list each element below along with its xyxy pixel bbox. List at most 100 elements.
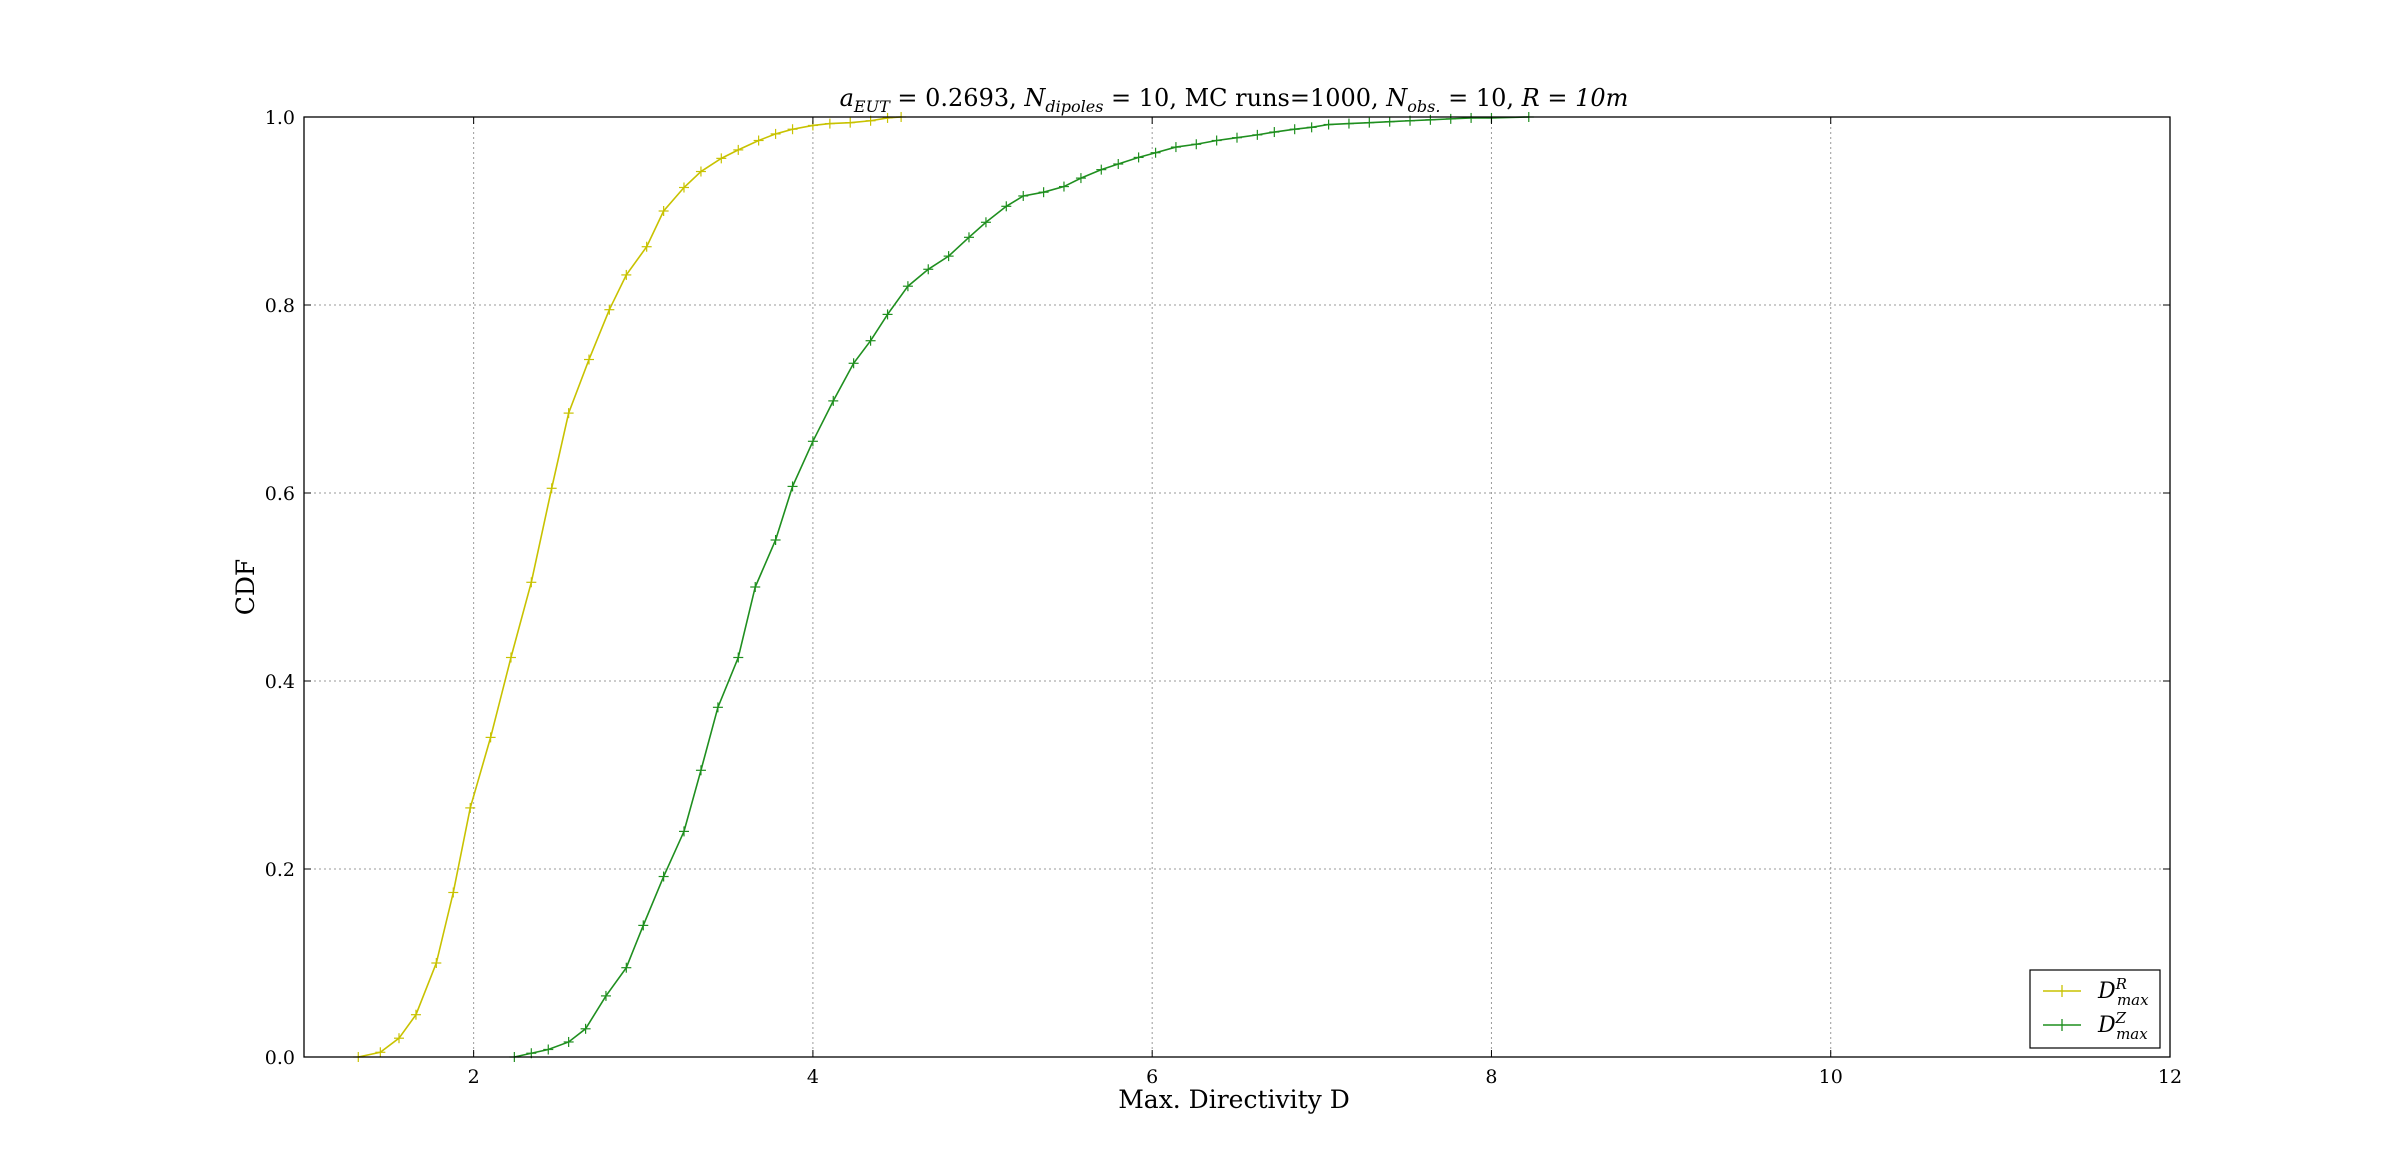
data-point-marker [1232, 132, 1242, 143]
data-point-marker [1018, 190, 1029, 201]
data-point-marker [1466, 112, 1477, 123]
data-point-marker [787, 481, 798, 492]
data-point-marker [1323, 119, 1334, 130]
legend: DR max DZ max [2029, 969, 2161, 1049]
legend-box [2029, 969, 2161, 1049]
data-point-marker [1343, 118, 1354, 129]
y-tick-label: 0.4 [265, 671, 295, 693]
title-nobs-subscript: obs. [1407, 97, 1440, 116]
title-n-subscript: dipoles [1045, 97, 1103, 116]
data-point-marker [865, 335, 876, 346]
data-point-marker [1096, 164, 1107, 175]
data-point-marker [750, 582, 761, 592]
data-point-marker [845, 117, 856, 128]
y-tick-label: 0.8 [265, 295, 295, 317]
title-nobs-symbol: N [1385, 84, 1408, 112]
data-point-marker [733, 144, 744, 155]
data-point-marker [1001, 201, 1012, 212]
data-point-marker [1289, 124, 1300, 135]
data-point-marker [604, 304, 615, 315]
data-point-marker [621, 962, 632, 973]
x-tick-label: 6 [1146, 1066, 1158, 1088]
data-point-marker [1038, 187, 1049, 198]
data-point-marker [658, 871, 669, 882]
data-point-marker [1058, 181, 1069, 192]
data-point-marker [1075, 173, 1086, 184]
x-tick-label: 4 [807, 1066, 819, 1088]
data-point-marker [546, 483, 557, 494]
data-point-marker [485, 732, 496, 743]
data-point-marker [638, 920, 649, 931]
data-point-marker [543, 1044, 554, 1055]
title-n-symbol: N [1023, 84, 1046, 112]
data-point-marker [716, 153, 727, 164]
data-point-marker [410, 1009, 421, 1020]
data-point-marker [902, 281, 913, 292]
data-point-marker [882, 112, 893, 123]
title-r-text: R = 10m [1521, 84, 1629, 112]
data-point-marker [431, 958, 442, 968]
data-point-marker [465, 802, 476, 813]
legend-label-dz-max: DZ max [2097, 1009, 2148, 1043]
data-point-marker [678, 826, 689, 837]
data-point-marker [448, 887, 459, 898]
data-point-marker [505, 652, 516, 663]
data-point-marker [1133, 152, 1144, 163]
x-tick-label: 12 [2158, 1066, 2182, 1088]
data-point-marker [1384, 116, 1395, 127]
data-point-marker [678, 182, 689, 193]
data-point-marker [753, 135, 764, 146]
data-point-marker [824, 118, 835, 129]
legend-entry-dr-max: DR max [2043, 975, 2149, 1009]
data-point-marker [621, 269, 632, 280]
data-point-marker [1252, 129, 1263, 140]
data-point-marker [1170, 142, 1181, 153]
data-point-marker [563, 408, 574, 419]
data-point-marker [580, 1023, 591, 1034]
data-point-marker [526, 577, 537, 588]
data-point-marker [658, 206, 669, 216]
title-nobs-value: = 10, [1440, 84, 1521, 112]
chart-title: aEUT = 0.2693, Ndipoles = 10, MC runs=10… [840, 84, 1629, 116]
title-a-value: = 0.2693, [890, 84, 1025, 112]
title-a-subscript: EUT [853, 97, 891, 116]
data-point-marker [695, 765, 706, 776]
x-tick-label: 8 [1485, 1066, 1497, 1088]
data-point-marker [1269, 127, 1280, 138]
data-point-marker [1150, 147, 1161, 158]
x-tick-label: 10 [1819, 1066, 1843, 1088]
data-point-marker [923, 264, 934, 275]
data-point-marker [600, 990, 611, 1001]
data-point-marker [712, 702, 723, 713]
data-point-marker [943, 251, 954, 262]
data-point-marker [770, 128, 781, 139]
x-tick-label: 2 [468, 1066, 480, 1088]
y-tick-label: 0.2 [265, 859, 295, 881]
data-point-marker [807, 436, 818, 447]
data-point-marker [733, 652, 744, 663]
data-point-marker [882, 309, 893, 320]
plot-frame [303, 116, 2171, 1058]
data-point-marker [563, 1036, 574, 1047]
axes-layer: 2 4 6 8 10 12 0.0 0.2 0.4 0.6 0.8 1.0 [265, 107, 2182, 1088]
data-point-marker [1113, 159, 1124, 169]
data-point-marker [828, 395, 839, 406]
data-point-marker [787, 124, 798, 135]
data-point-marker [641, 241, 652, 252]
data-point-marker [1306, 122, 1317, 133]
data-point-marker [695, 166, 706, 177]
y-tick-label: 0.6 [265, 483, 295, 505]
y-axis-label: CDF [231, 559, 260, 616]
y-tick-label: 0.0 [265, 1047, 295, 1069]
data-point-marker [770, 535, 781, 545]
data-point-marker [1191, 139, 1202, 150]
data-point-marker [848, 358, 859, 369]
data-point-marker [980, 217, 991, 228]
legend-entry-dz-max: DZ max [2043, 1009, 2148, 1043]
data-point-marker [1445, 113, 1456, 124]
x-axis-label: Max. Directivity D [1118, 1085, 1350, 1114]
data-point-marker [963, 232, 974, 243]
legend-label-dr-max: DR max [2097, 975, 2149, 1009]
